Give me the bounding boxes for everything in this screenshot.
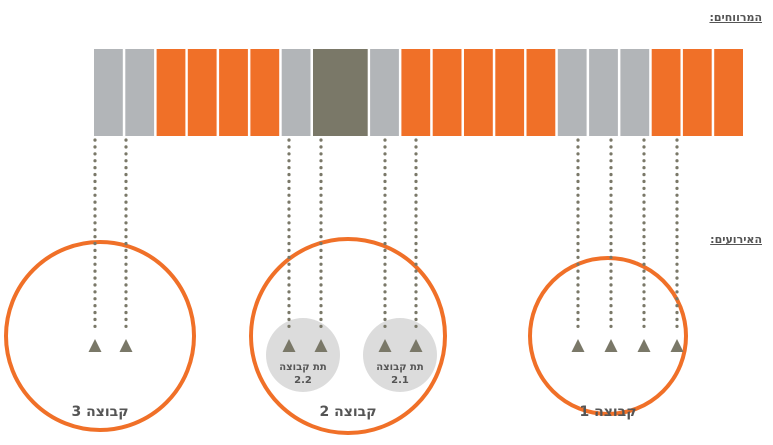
timeline-segment-gray: [125, 49, 155, 136]
timeline-segment-orange: [526, 49, 556, 136]
group-circle-2: [249, 237, 447, 435]
group-circle-3: [4, 240, 196, 432]
event-connector: [282, 138, 296, 352]
subgroup-number: 2.1: [391, 375, 409, 386]
timeline-segment-orange: [432, 49, 462, 136]
subgroup-number: 2.2: [294, 375, 312, 386]
event-connector: [670, 138, 684, 352]
event-connector: [637, 138, 651, 352]
event-marker-icon: [571, 339, 585, 352]
timeline-segment-gray: [620, 49, 650, 136]
timeline-segment-gray: [589, 49, 618, 136]
group-label-1: קבוצה 1: [579, 404, 636, 420]
event-marker-icon: [282, 339, 296, 352]
timeline-segment-orange: [187, 49, 217, 136]
event-connector: [604, 138, 618, 352]
timeline-segment-orange: [156, 49, 186, 136]
group-label-2: קבוצה 2: [319, 404, 376, 420]
timeline-segment-orange: [219, 49, 248, 136]
timeline-segment-orange: [682, 49, 712, 136]
subgroup-circle-1: [363, 318, 437, 392]
event-marker-icon: [119, 339, 133, 352]
event-connector: [314, 138, 328, 352]
group-label-3: קבוצה 3: [71, 404, 128, 420]
event-marker-icon: [378, 339, 392, 352]
timeline-segment-gray: [281, 49, 311, 136]
timeline-segment-orange: [714, 49, 743, 136]
event-marker-icon: [409, 339, 423, 352]
subgroup-label: תת קבוצה: [376, 362, 423, 373]
event-connector: [88, 138, 102, 352]
event-marker-icon: [88, 339, 102, 352]
group-circles: קבוצה 1 קבוצה 2 קבוצה 3 תת קבוצה 2.1 תת קבוצה…: [4, 237, 688, 435]
event-marker-icon: [670, 339, 684, 352]
event-connector: [571, 138, 585, 352]
timeline-segment-gray: [370, 49, 399, 136]
connectors: [88, 138, 684, 352]
group-circle-1: [528, 256, 688, 416]
timeline-segment-orange: [495, 49, 525, 136]
timeline-segment-gray: [94, 49, 123, 136]
subgroup-circle-2: [266, 318, 340, 392]
timeline-segment-dark: [313, 49, 368, 136]
timeline-bar: [94, 49, 743, 136]
event-marker-icon: [637, 339, 651, 352]
timeline-segment-orange: [401, 49, 431, 136]
timeline-segment-gray: [557, 49, 587, 136]
events-section-label: האירועים:: [710, 233, 762, 246]
subgroup-label: תת קבוצה: [279, 362, 326, 373]
event-connector: [119, 138, 133, 352]
timeline-segment-orange: [651, 49, 681, 136]
event-connector: [378, 138, 392, 352]
timeline-segment-orange: [250, 49, 280, 136]
event-marker-icon: [604, 339, 618, 352]
gaps-section-label: המרווחים:: [709, 11, 762, 24]
event-connector: [409, 138, 423, 352]
event-marker-icon: [314, 339, 328, 352]
timeline-segment-orange: [464, 49, 493, 136]
